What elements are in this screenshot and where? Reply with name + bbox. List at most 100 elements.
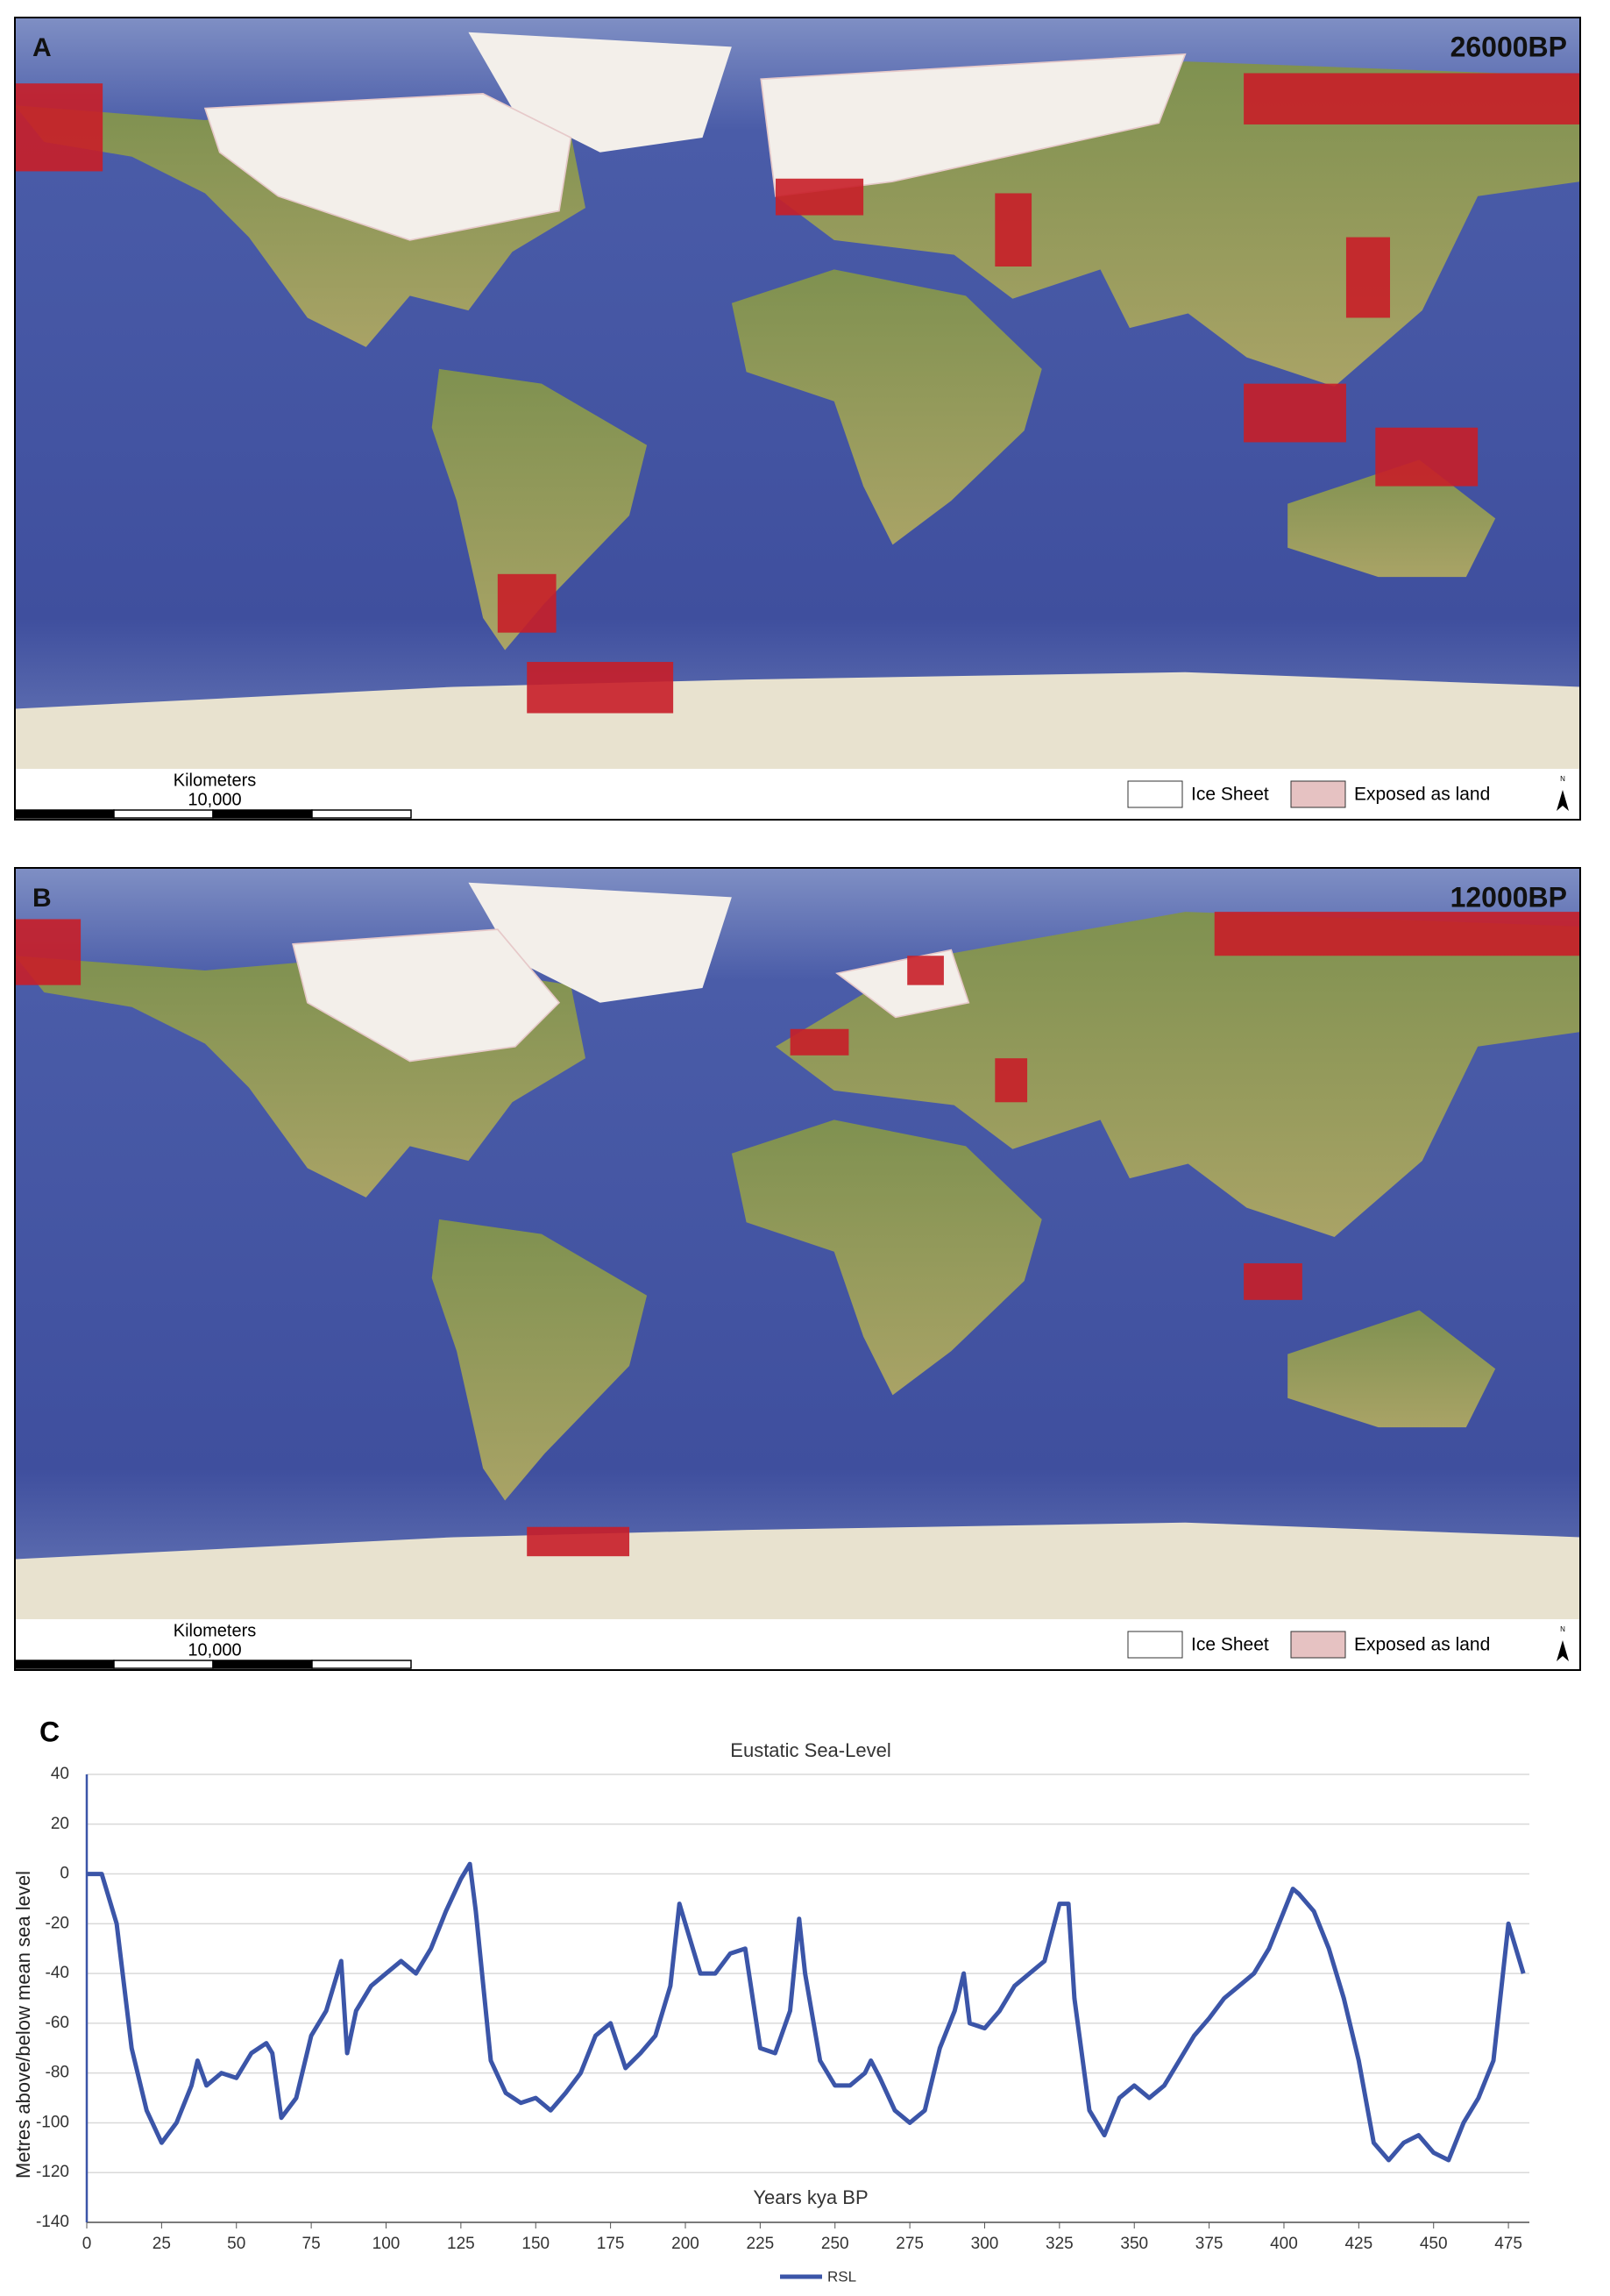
- x-tick-label: 100: [372, 2235, 401, 2253]
- exposed-land: [527, 1526, 630, 1557]
- continent: [431, 1219, 648, 1501]
- north-label: N: [1560, 775, 1565, 783]
- scale-value: 10,000: [188, 790, 241, 809]
- scale-title: Kilometers: [174, 1621, 256, 1640]
- exposed-land: [1244, 383, 1346, 443]
- scale-segment: [311, 1660, 412, 1669]
- scale-title: Kilometers: [174, 771, 256, 790]
- map-shapes: [15, 32, 1580, 770]
- legend-label: RSL: [827, 2268, 856, 2285]
- x-tick-label: 25: [152, 2235, 171, 2253]
- x-tick-label: 175: [597, 2235, 625, 2253]
- y-tick-label: -60: [46, 2014, 69, 2032]
- legend-label: Ice Sheet: [1191, 785, 1269, 805]
- scale-segment: [113, 1660, 214, 1669]
- x-tick-label: 475: [1494, 2235, 1522, 2253]
- period-label: 12000BP: [1450, 881, 1567, 913]
- legend-swatch: [1290, 1631, 1346, 1659]
- y-axis-title: Metres above/below mean sea level: [12, 1871, 34, 2179]
- chart-title: Eustatic Sea-Level: [730, 1739, 890, 1761]
- exposed-land: [790, 1028, 849, 1056]
- continent: [731, 1120, 1042, 1396]
- scale-segment: [14, 809, 115, 819]
- chart: C Eustatic Sea-Level -140 -120 -100 -80 -60 -40…: [12, 1716, 1529, 2285]
- x-tick-label: 225: [747, 2235, 775, 2253]
- y-tick-label: -20: [46, 1914, 69, 1932]
- period-label: 26000BP: [1450, 31, 1567, 62]
- x-tick-label: 425: [1344, 2235, 1372, 2253]
- x-tick-label: 300: [971, 2235, 999, 2253]
- exposed-land: [1244, 73, 1580, 124]
- ice-sheet: [203, 93, 572, 241]
- map-shapes: [15, 882, 1580, 1619]
- x-tick-label: 375: [1195, 2235, 1223, 2253]
- exposed-land: [527, 662, 674, 714]
- exposed-land: [907, 956, 944, 985]
- exposed-land: [15, 919, 82, 985]
- exposed-land: [15, 83, 103, 172]
- x-tick-label: 50: [227, 2235, 245, 2253]
- scale-segment: [113, 809, 214, 819]
- legend-swatch: [1127, 780, 1183, 808]
- data-line: [87, 1861, 1526, 2163]
- legend-label: Exposed as land: [1354, 1635, 1490, 1655]
- continent: [431, 368, 648, 650]
- x-axis-title: Years kya BP: [753, 2186, 868, 2208]
- y-tick-label: -140: [36, 2213, 69, 2231]
- x-tick-label: 125: [447, 2235, 475, 2253]
- x-tick-label: 350: [1120, 2235, 1148, 2253]
- legend-label: Ice Sheet: [1191, 1635, 1269, 1655]
- x-tick-label: 275: [896, 2235, 924, 2253]
- map-frame: [14, 867, 1581, 1671]
- exposed-land: [1214, 912, 1580, 956]
- y-tick-label: -40: [46, 1964, 69, 1982]
- exposed-land: [775, 178, 864, 216]
- panel-label: C: [39, 1716, 60, 1747]
- panel-label: A: [32, 33, 52, 62]
- x-tick-label: 200: [671, 2235, 699, 2253]
- x-tick-label: 400: [1270, 2235, 1298, 2253]
- continent: [731, 269, 1042, 545]
- scale-segment: [311, 809, 412, 819]
- continent: [1287, 1310, 1496, 1428]
- x-tick-label: 450: [1420, 2235, 1448, 2253]
- exposed-land: [1244, 1263, 1302, 1300]
- y-tick-label: 0: [60, 1865, 69, 1883]
- exposed-land: [1375, 427, 1479, 487]
- continent: [1287, 459, 1496, 578]
- exposed-land: [1345, 237, 1391, 318]
- x-tick-label: 0: [82, 2235, 92, 2253]
- exposed-land: [995, 1058, 1028, 1103]
- exposed-land: [995, 193, 1032, 267]
- north-arrow: [1557, 1640, 1569, 1661]
- legend-swatch: [1127, 1631, 1183, 1659]
- map-frame: [14, 17, 1581, 821]
- ice-sheet: [468, 32, 732, 153]
- y-tick-label: -100: [36, 2113, 69, 2131]
- north-label: N: [1560, 1625, 1565, 1633]
- scale-segment: [212, 1660, 313, 1669]
- y-tick-label: -80: [46, 2064, 69, 2082]
- x-tick-label: 75: [302, 2235, 321, 2253]
- ice-sheet: [292, 928, 561, 1063]
- panel-label: B: [32, 884, 52, 913]
- north-arrow: [1557, 790, 1569, 811]
- x-tick-label: 325: [1046, 2235, 1074, 2253]
- ice-sheet: [760, 53, 1187, 197]
- legend-label: Exposed as land: [1354, 785, 1490, 805]
- y-tick-label: 40: [51, 1765, 69, 1783]
- y-tick-label: 20: [51, 1815, 69, 1833]
- legend-swatch: [1290, 780, 1346, 808]
- antarctica: [15, 672, 1580, 770]
- x-tick-label: 250: [821, 2235, 849, 2253]
- antarctica: [15, 1522, 1580, 1619]
- continent: [775, 912, 1580, 1237]
- scale-value: 10,000: [188, 1640, 241, 1660]
- x-tick-label: 150: [521, 2235, 550, 2253]
- ice-sheet: [468, 882, 732, 1003]
- y-tick-label: -120: [36, 2163, 69, 2181]
